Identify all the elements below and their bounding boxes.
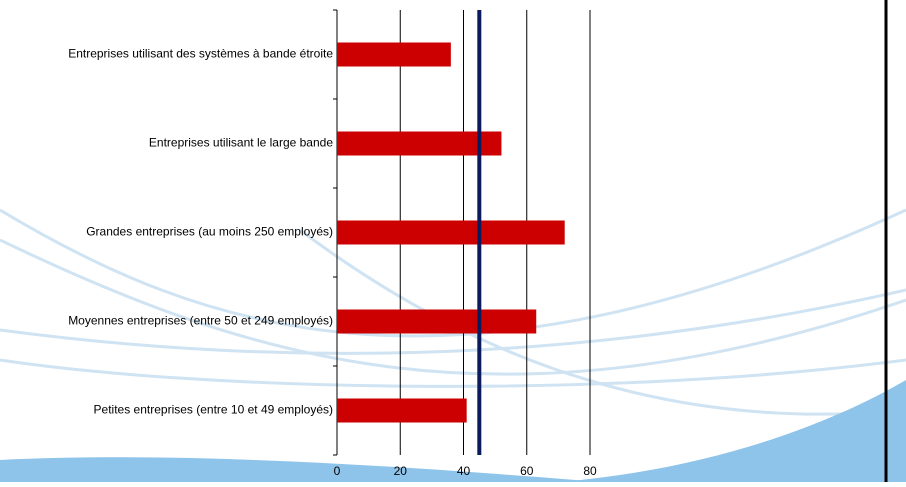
background-wave bbox=[0, 457, 600, 482]
y-tick-label: Moyennes entreprises (entre 50 et 249 em… bbox=[68, 314, 333, 328]
y-tick-label: Grandes entreprises (au moins 250 employ… bbox=[86, 225, 333, 239]
bar bbox=[337, 398, 467, 423]
x-tick-label: 60 bbox=[520, 464, 534, 478]
y-tick-label: Entreprises utilisant des systèmes à ban… bbox=[68, 47, 333, 61]
bar bbox=[337, 131, 502, 156]
bar bbox=[337, 309, 537, 334]
background-decoration bbox=[0, 208, 906, 416]
x-tick-label: 40 bbox=[457, 464, 471, 478]
bar bbox=[337, 42, 451, 67]
bar bbox=[337, 220, 565, 245]
x-tick-label: 20 bbox=[394, 464, 408, 478]
x-tick-label: 0 bbox=[334, 464, 341, 478]
background-wave bbox=[560, 380, 906, 482]
y-tick-label: Petites entreprises (entre 10 et 49 empl… bbox=[94, 403, 333, 417]
y-tick-label: Entreprises utilisant le large bande bbox=[149, 136, 333, 150]
x-tick-label: 80 bbox=[583, 464, 597, 478]
